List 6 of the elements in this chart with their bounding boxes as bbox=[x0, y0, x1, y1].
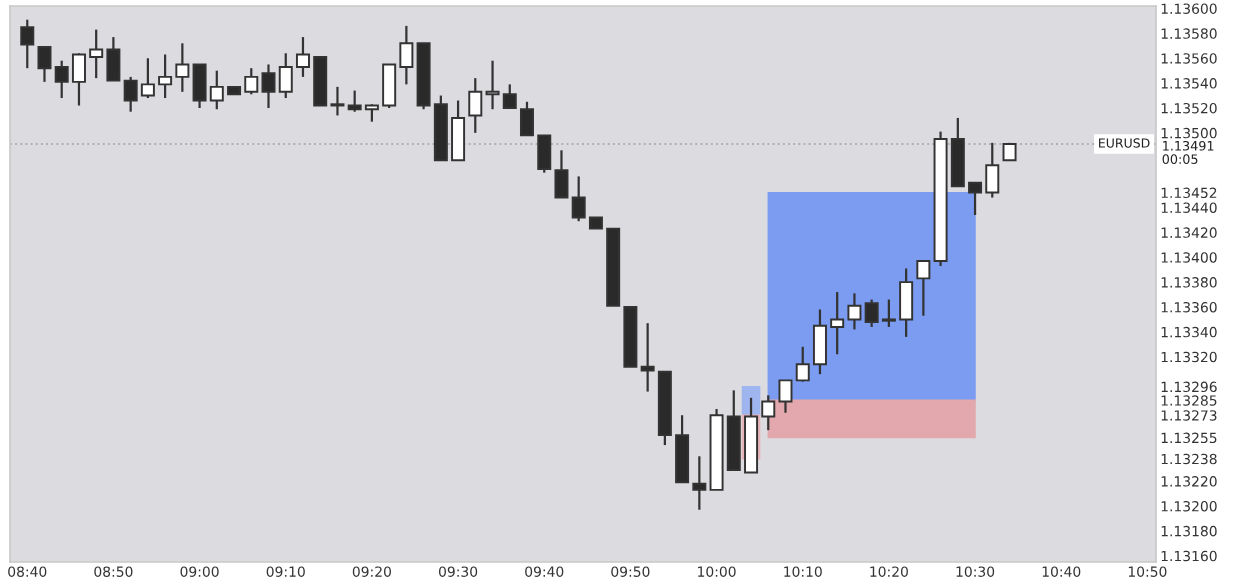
candlestick bbox=[640, 322, 655, 393]
candlestick bbox=[20, 18, 35, 70]
candlestick bbox=[37, 45, 52, 83]
candlestick bbox=[692, 455, 707, 511]
candlestick bbox=[916, 259, 931, 317]
candlestick bbox=[468, 77, 483, 134]
